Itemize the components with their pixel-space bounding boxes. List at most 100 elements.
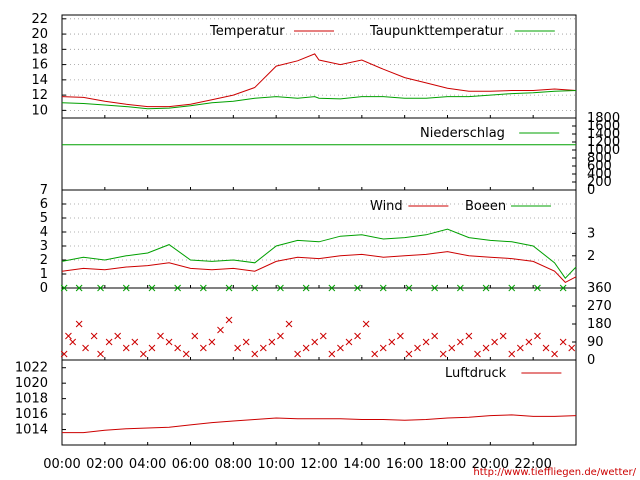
wind-direction-point xyxy=(259,344,267,352)
wind_direction-ytick-right-label: 360 xyxy=(587,281,612,296)
wind-direction-calm-point xyxy=(456,284,464,292)
wind-direction-point xyxy=(225,316,233,324)
wind-direction-point xyxy=(431,332,439,340)
wind-ytick-label: 5 xyxy=(40,211,48,226)
wind-direction-point xyxy=(542,344,550,352)
x-tick-label: 10:00 xyxy=(257,457,294,472)
wind-direction-point xyxy=(268,338,276,346)
wind-direction-point xyxy=(199,344,207,352)
wind-direction-point xyxy=(508,350,516,358)
precipitation-ytick-right-label: 800 xyxy=(587,151,612,166)
wind-direction-point xyxy=(60,350,68,358)
wind-direction-point xyxy=(217,326,224,334)
wind-direction-calm-point xyxy=(122,284,130,292)
temperature-legend-label: Taupunkttemperatur xyxy=(369,24,504,39)
temperature-legend-label: Temperatur xyxy=(209,24,285,39)
wind-direction-calm-point xyxy=(148,284,156,292)
wind-direction-point xyxy=(97,350,104,358)
wind_direction-ytick-right-label: 0 xyxy=(587,353,595,368)
wind-direction-point xyxy=(551,350,558,358)
wind-direction-calm-point xyxy=(559,284,567,292)
wind-ytick-right-label: 2 xyxy=(587,249,595,264)
wind-direction-point xyxy=(448,344,456,352)
wind-direction-point xyxy=(251,350,259,358)
wind-direction-point xyxy=(499,332,507,340)
wind-direction-calm-point xyxy=(75,284,83,292)
wind-direction-point xyxy=(474,350,481,358)
wind-direction-calm-point xyxy=(482,284,490,292)
x-tick-label: 20:00 xyxy=(472,457,509,472)
wind-direction-point xyxy=(114,332,122,340)
x-tick-label: 22:00 xyxy=(514,457,551,472)
wind-ytick-label: 4 xyxy=(40,225,48,240)
wind-direction-point xyxy=(208,338,216,346)
pressure-ytick-label: 1018 xyxy=(15,392,48,407)
wind-direction-point xyxy=(122,344,130,352)
wind-direction-point xyxy=(294,350,301,358)
x-tick-label: 00:00 xyxy=(43,457,80,472)
wind-direction-point xyxy=(75,320,83,328)
wind-direction-calm-point xyxy=(251,284,259,292)
x-tick-label: 08:00 xyxy=(215,457,252,472)
x-tick-label: 18:00 xyxy=(429,457,466,472)
precipitation-ytick-right-label: 1800 xyxy=(587,111,620,126)
wind-direction-point xyxy=(337,344,344,352)
precipitation-ytick-right-label: 1000 xyxy=(587,143,620,158)
precipitation-ytick-right-label: 0 xyxy=(587,183,595,198)
wind-direction-point xyxy=(234,344,241,352)
x-tick-label: 16:00 xyxy=(386,457,423,472)
precipitation-ytick-right-label: 600 xyxy=(587,159,612,174)
wind-legend-label: Boeen xyxy=(465,199,506,214)
wind_direction-ytick-right-label: 270 xyxy=(587,299,612,314)
pressure-legend-label: Luftdruck xyxy=(445,366,507,381)
temperature-ytick-label: 12 xyxy=(31,88,48,103)
wind-direction-point xyxy=(465,332,473,340)
wind-direction-point xyxy=(174,344,182,352)
wind-direction-calm-point xyxy=(302,284,310,292)
temperature-ytick-label: 20 xyxy=(31,27,48,42)
wind-direction-point xyxy=(397,332,404,340)
wind-direction-point xyxy=(534,332,541,340)
wind-direction-point xyxy=(242,338,250,346)
precipitation-ytick-right-label: 1200 xyxy=(587,135,620,150)
wind-direction-calm-point xyxy=(534,284,541,292)
wind-series-1-line xyxy=(61,228,577,279)
wind-direction-calm-point xyxy=(199,284,207,292)
x-tick-label: 02:00 xyxy=(86,457,123,472)
wind-direction-point xyxy=(559,338,567,346)
wind-direction-point xyxy=(388,338,396,346)
wind-direction-calm-point xyxy=(277,284,284,292)
pressure-series-0-line xyxy=(62,414,577,434)
wind-direction-calm-point xyxy=(174,284,182,292)
pressure-ytick-label: 1022 xyxy=(15,361,48,376)
wind-direction-calm-point xyxy=(97,284,104,292)
precipitation-legend-label: Niederschlag xyxy=(420,126,505,141)
wind-direction-point xyxy=(482,344,490,352)
wind-direction-point xyxy=(285,320,293,328)
wind-direction-point xyxy=(568,344,576,352)
wind-direction-point xyxy=(319,332,327,340)
wind_direction-panel: 360 270 180 90 0 xyxy=(60,281,612,368)
wind-direction-point xyxy=(148,344,156,352)
wind-ytick-label: 7 xyxy=(40,183,48,198)
wind-direction-point xyxy=(379,344,387,352)
temperature-ytick-label: 18 xyxy=(31,42,48,57)
wind-direction-point xyxy=(328,350,336,358)
wind_direction-frame xyxy=(61,287,577,361)
wind-direction-point xyxy=(422,338,430,346)
wind-ytick-label: 3 xyxy=(40,239,48,254)
wind-direction-point xyxy=(105,338,113,346)
wind-direction-point xyxy=(362,320,370,328)
wind-direction-calm-point xyxy=(405,284,413,292)
wind-direction-point xyxy=(157,332,164,340)
temperature-ytick-label: 14 xyxy=(31,73,48,88)
wind-legend-label: Wind xyxy=(370,199,403,214)
wind-direction-point xyxy=(525,338,533,346)
temperature-series-1-line xyxy=(61,90,577,110)
wind_direction-ytick-right-label: 90 xyxy=(587,335,604,350)
wind-direction-point xyxy=(371,350,379,358)
wind-direction-calm-point xyxy=(431,284,439,292)
